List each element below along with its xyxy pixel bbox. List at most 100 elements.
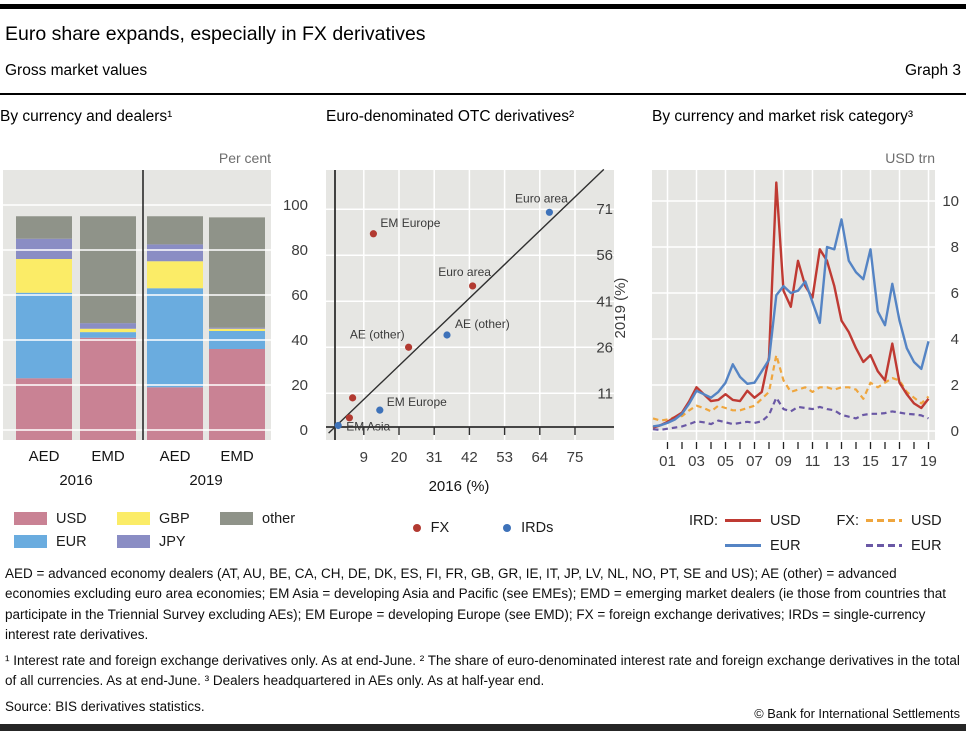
scatter-legend: FX IRDs	[326, 520, 640, 536]
page-title: Euro share expands, especially in FX der…	[5, 23, 426, 45]
panel-line-chart: By currency and market risk category³ 0 2…	[652, 104, 966, 554]
bar-segment-EUR	[16, 292, 72, 378]
bar-category-label: EMD	[220, 448, 254, 465]
x-tick-label: 11	[805, 453, 821, 470]
fx-prefix: FX:	[836, 512, 859, 529]
y-tick-label: 60	[291, 287, 308, 304]
y-tick-label: 11	[597, 385, 613, 402]
bar-segment-JPY	[16, 238, 72, 259]
y-axis-title: 2019 (%)	[612, 277, 629, 338]
copyright: © Bank for International Settlements	[754, 706, 960, 721]
x-tick-label: 13	[833, 453, 850, 470]
y-tick-label: 0	[300, 422, 308, 439]
y-tick-label: 6	[951, 285, 959, 302]
graph-label: Graph 3	[904, 62, 961, 79]
bar-segment-other	[209, 216, 265, 328]
bar-segment-other	[147, 215, 203, 244]
data-point-IRDs	[376, 406, 384, 414]
panels-row: By currency and dealers¹ 0 20 40 60 80 100 Per…	[0, 104, 966, 554]
ird-prefix: IRD:	[689, 512, 718, 529]
x-tick-label: 01	[659, 453, 676, 470]
fx-eur-swatch	[866, 544, 902, 547]
subtitle: Gross market values	[5, 62, 148, 79]
legend-label-fx-eur: EUR	[911, 537, 942, 554]
bar-category-label: EMD	[91, 448, 125, 465]
scatter-chart: 9 20 31 42 53 64 75 11 26 41 56 71 EM Europe AE (othe…	[326, 168, 629, 495]
unit-label: Per cent	[219, 150, 271, 166]
bar-category-label: AED	[160, 448, 191, 465]
series-line-IRD-EUR	[652, 217, 930, 428]
x-tick-label: 42	[461, 449, 478, 466]
point-label: Euro area	[438, 264, 491, 278]
data-point-FX	[405, 343, 413, 351]
legend-label-gbp: GBP	[159, 510, 190, 527]
point-label: Euro area	[515, 191, 568, 205]
bar-segment-other	[16, 215, 72, 239]
legend-item-jpy: JPY	[117, 534, 220, 550]
legend-item-fx: FX	[412, 519, 450, 536]
source-line: Source: BIS derivatives statistics.	[5, 698, 205, 714]
series-line-FX-USD	[652, 353, 930, 422]
bar-category-label: AED	[29, 448, 60, 465]
eur-swatch	[14, 535, 47, 548]
bar-legend: USD GBP other EUR JPY	[14, 511, 314, 550]
y-tick-label: 40	[291, 332, 308, 349]
fx-usd-swatch	[866, 519, 902, 522]
x-axis-title: 2016 (%)	[429, 478, 490, 495]
bar-segment-JPY	[147, 243, 203, 261]
data-point-IRDs	[334, 421, 342, 429]
point-label: AE (other)	[455, 316, 510, 330]
x-tick-label: 17	[891, 453, 908, 470]
series-line-IRD-USD	[652, 180, 930, 429]
x-tick-label: 19	[920, 453, 937, 470]
bar-chart: 0 20 40 60 80 100 Per cent AED EMD AED EMD 2016 2019	[3, 150, 308, 489]
legend-label-fx: FX	[430, 519, 450, 536]
y-tick-label: 8	[951, 239, 959, 256]
x-tick-label: 64	[531, 449, 548, 466]
data-point-IRDs	[443, 330, 451, 339]
ird-usd-swatch	[725, 519, 761, 522]
footnote-numbered: ¹ Interest rate and foreign exchange der…	[5, 652, 960, 689]
y-tick-label: 10	[942, 193, 959, 210]
x-tick-label: 07	[746, 453, 763, 470]
y-tick-label: 4	[951, 331, 959, 348]
bar-segment-GBP	[80, 328, 136, 332]
line-chart: 0 2 4 6 8 10 01 03 05 07 09 11 13 15 17 19 USD trn	[652, 150, 959, 470]
legend-item-irds: IRDs	[503, 520, 553, 536]
x-tick-label: 75	[567, 449, 584, 466]
legend-label-other: other	[262, 510, 296, 527]
x-tick-label: 03	[688, 453, 705, 470]
panel-title-bars: By currency and dealers¹	[0, 107, 173, 125]
x-tick-label: 53	[496, 449, 513, 466]
diagonal-45-line	[328, 168, 605, 434]
legend-label-ird-eur: EUR	[770, 537, 801, 554]
top-rule	[0, 4, 966, 9]
x-tick-label: 9	[360, 449, 368, 466]
x-tick-label: 15	[862, 453, 879, 470]
y-tick-label: 80	[291, 242, 308, 259]
data-point-FX	[349, 393, 357, 401]
point-label: EM Asia	[346, 419, 390, 433]
bar-segment-USD	[80, 337, 136, 440]
bar-segment-USD	[209, 348, 265, 440]
plot-bg	[652, 169, 935, 440]
legend-item-usd: USD	[14, 511, 117, 527]
legend-item-other: other	[220, 511, 320, 527]
data-point-FX	[469, 281, 477, 290]
x-tick-label: 20	[391, 449, 408, 466]
legend-item-eur: EUR	[14, 534, 117, 550]
gbp-swatch	[117, 512, 150, 525]
x-tick-label: 09	[775, 453, 792, 470]
data-point-FX	[345, 413, 353, 421]
bottom-rule	[0, 724, 966, 731]
point-label: EM Europe	[387, 395, 447, 409]
footnotes: AED = advanced economy dealers (AT, AU, …	[5, 564, 961, 718]
ird-eur-swatch	[725, 544, 761, 547]
series-line-FX-EUR	[652, 396, 929, 431]
group-label: 2016	[59, 472, 92, 489]
panel-title-scatter: Euro-denominated OTC derivatives²	[326, 107, 575, 125]
fx-dot-swatch	[412, 523, 421, 532]
panel-title-lines: By currency and market risk category³	[652, 107, 914, 125]
legend-label-usd: USD	[56, 510, 87, 527]
